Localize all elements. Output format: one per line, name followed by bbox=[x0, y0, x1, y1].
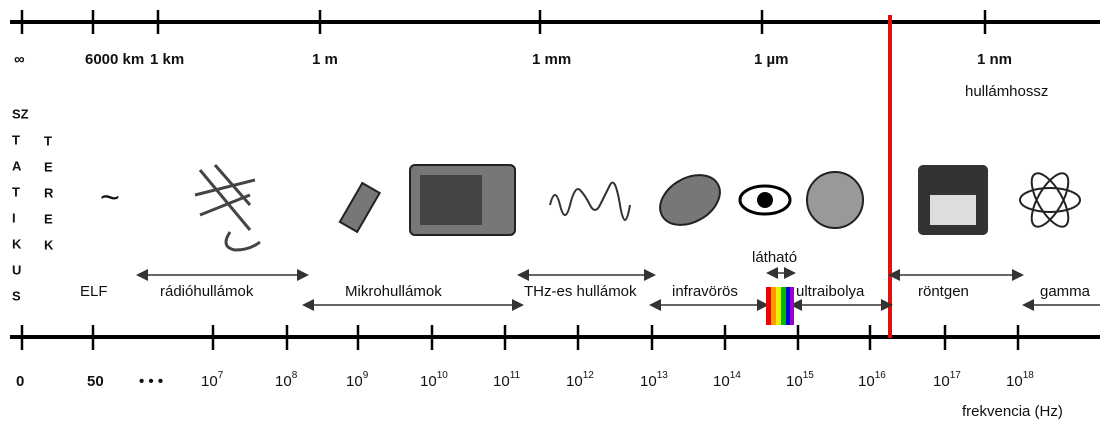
band-label: infravörös bbox=[672, 283, 738, 300]
power-exponent: 14 bbox=[730, 370, 742, 381]
thz-wave bbox=[550, 183, 630, 221]
power-exponent: 11 bbox=[510, 370, 521, 381]
power-base: 10 bbox=[275, 373, 292, 390]
frequency-label: 1015 bbox=[786, 370, 814, 390]
power-exponent: 17 bbox=[950, 370, 962, 381]
microwave-window bbox=[420, 175, 482, 225]
static-letter: T bbox=[12, 184, 20, 199]
frequency-label: 0 bbox=[16, 373, 24, 390]
frequency-label: 1017 bbox=[933, 370, 961, 390]
power-base: 10 bbox=[201, 373, 218, 390]
frequency-label: 50 bbox=[87, 373, 104, 390]
wavelength-label: ∞ bbox=[14, 51, 25, 68]
power-base: 10 bbox=[420, 373, 437, 390]
frequency-label: 1013 bbox=[640, 370, 668, 390]
eye-pupil bbox=[757, 192, 773, 208]
power-exponent: 13 bbox=[657, 370, 669, 381]
wavelength-label: 1 m bbox=[312, 51, 338, 68]
static-letter: S bbox=[12, 288, 21, 303]
static-letter: A bbox=[12, 158, 22, 173]
power-exponent: 18 bbox=[1023, 370, 1035, 381]
frequency-label: • • • bbox=[139, 373, 163, 390]
phone-icon bbox=[340, 183, 380, 232]
band-label: rádióhullámok bbox=[160, 283, 254, 300]
static-letter: T bbox=[12, 132, 20, 147]
power-base: 10 bbox=[933, 373, 950, 390]
power-base: 10 bbox=[346, 373, 363, 390]
band-label: gamma bbox=[1040, 283, 1091, 300]
spectrum-diagram: ∞ 6000 km 1 km 1 m 1 mm 1 µm 1 nm hullámhossz SZ… bbox=[0, 0, 1102, 428]
static-letter: K bbox=[12, 236, 22, 251]
band-label: THz-es hullámok bbox=[524, 283, 637, 300]
band-label: röntgen bbox=[918, 283, 969, 300]
static-letter: U bbox=[12, 262, 21, 277]
power-base: 10 bbox=[640, 373, 657, 390]
band-label: látható bbox=[752, 249, 797, 266]
band-label: Mikrohullámok bbox=[345, 283, 442, 300]
power-exponent: 7 bbox=[218, 370, 224, 381]
band-label: ultraibolya bbox=[796, 283, 865, 300]
frequency-title: frekvencia (Hz) bbox=[962, 403, 1063, 420]
power-exponent: 16 bbox=[875, 370, 887, 381]
static-letter: I bbox=[12, 210, 16, 225]
power-base: 10 bbox=[566, 373, 583, 390]
band-label: ELF bbox=[80, 283, 108, 300]
frequency-label: 107 bbox=[201, 370, 224, 390]
visible-spectrum bbox=[766, 287, 794, 325]
static-letter: E bbox=[44, 211, 53, 226]
power-base: 10 bbox=[493, 373, 510, 390]
xray-book bbox=[930, 195, 976, 225]
frequency-label: 109 bbox=[346, 370, 369, 390]
power-base: 10 bbox=[713, 373, 730, 390]
frequency-label: 1018 bbox=[1006, 370, 1034, 390]
power-exponent: 10 bbox=[437, 370, 449, 381]
static-letter: R bbox=[44, 185, 54, 200]
remote-icon bbox=[651, 165, 728, 235]
power-exponent: 15 bbox=[803, 370, 815, 381]
frequency-label: 1010 bbox=[420, 370, 448, 390]
wavelength-label: 1 µm bbox=[754, 51, 789, 68]
static-letter: SZ bbox=[12, 106, 29, 121]
power-base: 10 bbox=[1006, 373, 1023, 390]
wavelength-title: hullámhossz bbox=[965, 83, 1048, 100]
power-base: 10 bbox=[858, 373, 875, 390]
frequency-label: 1011 bbox=[493, 370, 521, 390]
atom-orbit bbox=[1020, 188, 1080, 212]
wavelength-label: 1 mm bbox=[532, 51, 571, 68]
frequency-label: 108 bbox=[275, 370, 298, 390]
power-exponent: 9 bbox=[363, 370, 369, 381]
sun-icon bbox=[807, 172, 863, 228]
wavelength-label: 6000 km bbox=[85, 51, 144, 68]
static-letter: K bbox=[44, 237, 54, 252]
wavelength-label: 1 nm bbox=[977, 51, 1012, 68]
power-exponent: 8 bbox=[292, 370, 298, 381]
wavelength-label: 1 km bbox=[150, 51, 184, 68]
elf-wave: ~ bbox=[100, 179, 120, 217]
frequency-label: 1014 bbox=[713, 370, 741, 390]
antenna-icon bbox=[195, 165, 260, 250]
frequency-label: 1012 bbox=[566, 370, 594, 390]
power-exponent: 12 bbox=[583, 370, 595, 381]
power-base: 10 bbox=[786, 373, 803, 390]
frequency-label: 1016 bbox=[858, 370, 886, 390]
static-letter: T bbox=[44, 133, 52, 148]
static-letter: E bbox=[44, 159, 53, 174]
